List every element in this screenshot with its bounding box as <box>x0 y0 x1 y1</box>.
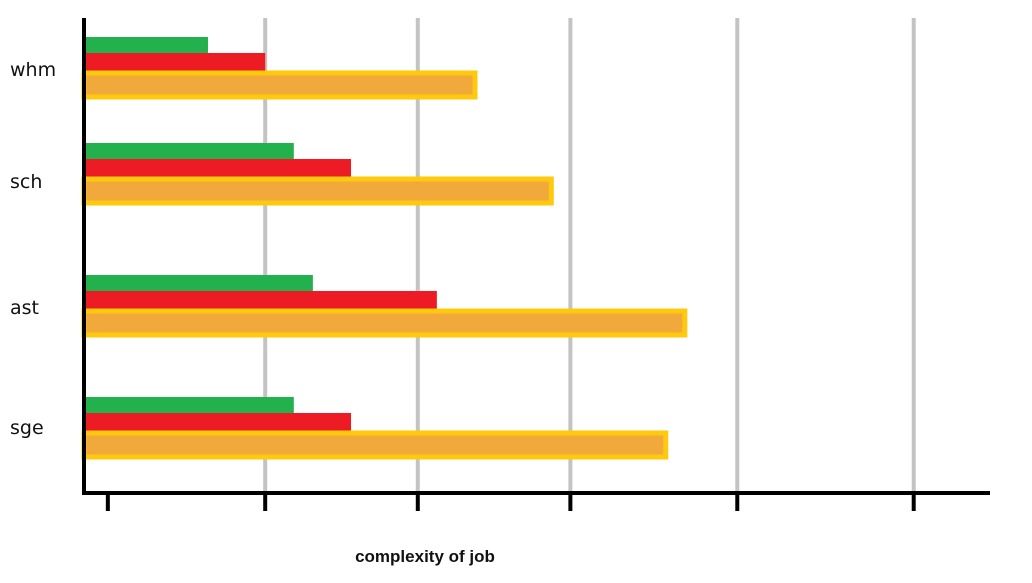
bar-whm-series-3 <box>81 70 478 100</box>
bar-ast-series-2 <box>84 291 437 311</box>
bar-ast-series-1 <box>84 275 313 291</box>
bar-sch-series-2 <box>84 159 352 179</box>
category-label-sge: sge <box>10 417 44 439</box>
bar-sge-series-1 <box>84 397 294 413</box>
category-label-sch: sch <box>10 171 42 193</box>
bar-sch-series-1 <box>84 143 294 159</box>
category-label-whm: whm <box>10 59 56 81</box>
bar-ast-series-3 <box>81 308 688 338</box>
bar-sge-series-3 <box>81 430 669 460</box>
x-axis-label: complexity of job <box>355 547 495 566</box>
category-label-ast: ast <box>10 297 39 319</box>
bar-whm-series-2 <box>84 53 266 73</box>
bar-whm-series-1 <box>84 37 208 53</box>
bar-sch-series-3 <box>81 176 554 206</box>
bar-sge-series-2 <box>84 413 352 433</box>
